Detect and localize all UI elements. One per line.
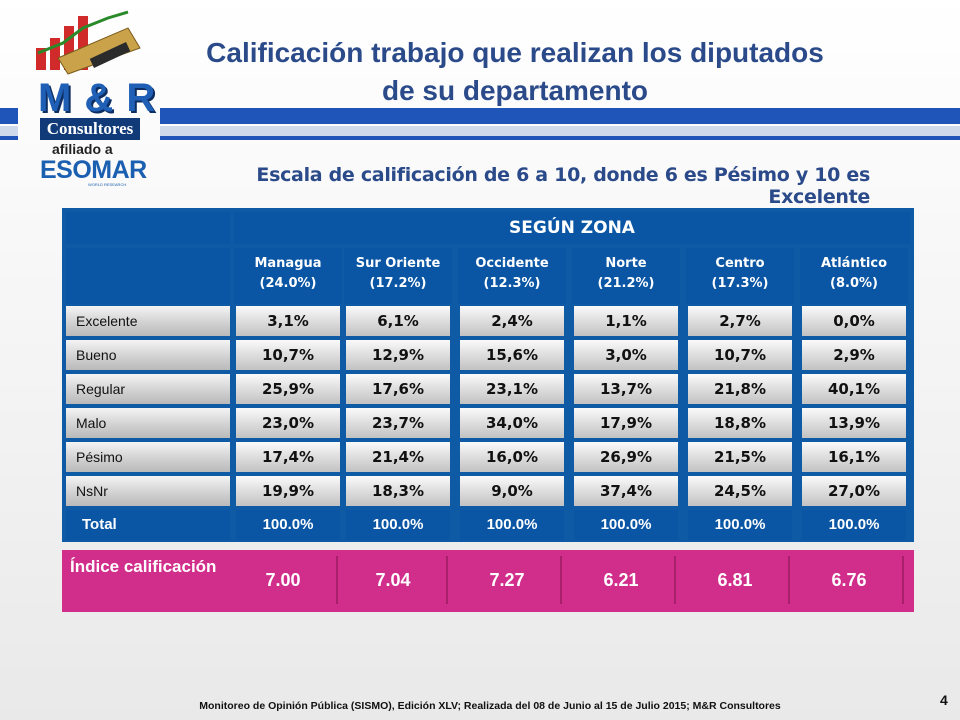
table-cell: 1,1% [574,306,678,336]
chart-graphic-icon [36,10,141,75]
header-band-thin-left [0,136,18,140]
page-number: 4 [940,692,948,708]
table-cell: 34,0% [460,408,564,438]
header-corner-lower [66,248,230,304]
table-cell: 10,7% [236,340,340,370]
company-logo [28,8,160,192]
header-band-left [0,108,18,124]
index-value: 6.76 [796,556,904,604]
column-header: Norte (21.2%) [572,248,680,304]
column-name: Atlántico [820,256,888,271]
results-table: SEGÚN ZONA Managua (24.0%) Sur Oriente (17.2… [62,208,914,542]
table-cell: 26,9% [574,442,678,472]
logo-world-research-text: WORLD RESEARCH [88,182,127,187]
table-cell: 21,4% [346,442,450,472]
row-label: NsNr [66,476,230,506]
index-value: 7.27 [454,556,562,604]
total-cell: 100.0% [688,510,792,540]
table-cell: 17,4% [236,442,340,472]
page-subtitle: Escala de calificación de 6 a 10, donde … [256,164,870,208]
column-header: Sur Oriente (17.2%) [344,248,452,304]
row-label: Malo [66,408,230,438]
column-share: (21.2%) [597,276,655,291]
header-band-thin [160,136,960,140]
table-cell: 21,8% [688,374,792,404]
total-cell: 100.0% [236,510,340,540]
table-cell: 12,9% [346,340,450,370]
column-name: Managua [254,256,322,271]
table-cell: 13,9% [802,408,906,438]
index-row: Índice calificación 7.00 7.04 7.27 6.21 6.81 6… [62,550,914,612]
column-name: Norte [605,256,647,271]
table-cell: 3,1% [236,306,340,336]
index-value: 7.04 [340,556,448,604]
row-label: Bueno [66,340,230,370]
table-cell: 40,1% [802,374,906,404]
column-header: Atlántico (8.0%) [800,248,908,304]
column-share: (24.0%) [259,276,317,291]
table-cell: 2,4% [460,306,564,336]
column-share: (17.2%) [369,276,427,291]
header-band-light [160,126,960,136]
header-band [160,108,960,124]
table-cell: 21,5% [688,442,792,472]
table-cell: 0,0% [802,306,906,336]
page-title: Calificación trabajo que realizan los di… [206,37,824,106]
total-label: Total [66,510,230,540]
table-cell: 10,7% [688,340,792,370]
table-cell: 19,9% [236,476,340,506]
header-corner [66,212,230,244]
table-cell: 13,7% [574,374,678,404]
table-cell: 23,7% [346,408,450,438]
table-cell: 17,9% [574,408,678,438]
index-value: 6.81 [682,556,790,604]
total-cell: 100.0% [802,510,906,540]
table-cell: 2,9% [802,340,906,370]
logo-afiliado-text: afiliado a [52,141,113,157]
index-label: Índice calificación [70,557,217,576]
index-value: 7.00 [230,556,338,604]
table-cell: 37,4% [574,476,678,506]
row-label: Excelente [66,306,230,336]
column-header: Occidente (12.3%) [458,248,566,304]
table-cell: 6,1% [346,306,450,336]
table-cell: 23,1% [460,374,564,404]
column-header: Managua (24.0%) [234,248,342,304]
index-value: 6.21 [568,556,676,604]
logo-mr-text: M & R [38,76,157,120]
column-share: (8.0%) [830,276,878,291]
column-share: (17.3%) [711,276,769,291]
table-cell: 3,0% [574,340,678,370]
table-cell: 18,8% [688,408,792,438]
table-cell: 16,1% [802,442,906,472]
group-header: SEGÚN ZONA [234,212,910,244]
table-cell: 2,7% [688,306,792,336]
table-cell: 23,0% [236,408,340,438]
column-name: Sur Oriente [355,256,441,271]
table-cell: 17,6% [346,374,450,404]
table-cell: 27,0% [802,476,906,506]
column-name: Occidente [475,256,549,271]
total-cell: 100.0% [574,510,678,540]
logo-consultores-text: Consultores [40,118,140,140]
table-cell: 9,0% [460,476,564,506]
table-cell: 16,0% [460,442,564,472]
row-label: Pésimo [66,442,230,472]
column-header: Centro (17.3%) [686,248,794,304]
table-cell: 18,3% [346,476,450,506]
table-cell: 15,6% [460,340,564,370]
logo-esomar-text: ESOMAR [40,156,147,184]
total-cell: 100.0% [460,510,564,540]
total-cell: 100.0% [346,510,450,540]
footer-source: Monitoreo de Opinión Pública (SISMO), Ed… [199,700,781,712]
row-label: Regular [66,374,230,404]
header-band-light-left [0,126,18,136]
column-name: Centro [715,256,765,271]
table-cell: 24,5% [688,476,792,506]
column-share: (12.3%) [483,276,541,291]
table-cell: 25,9% [236,374,340,404]
